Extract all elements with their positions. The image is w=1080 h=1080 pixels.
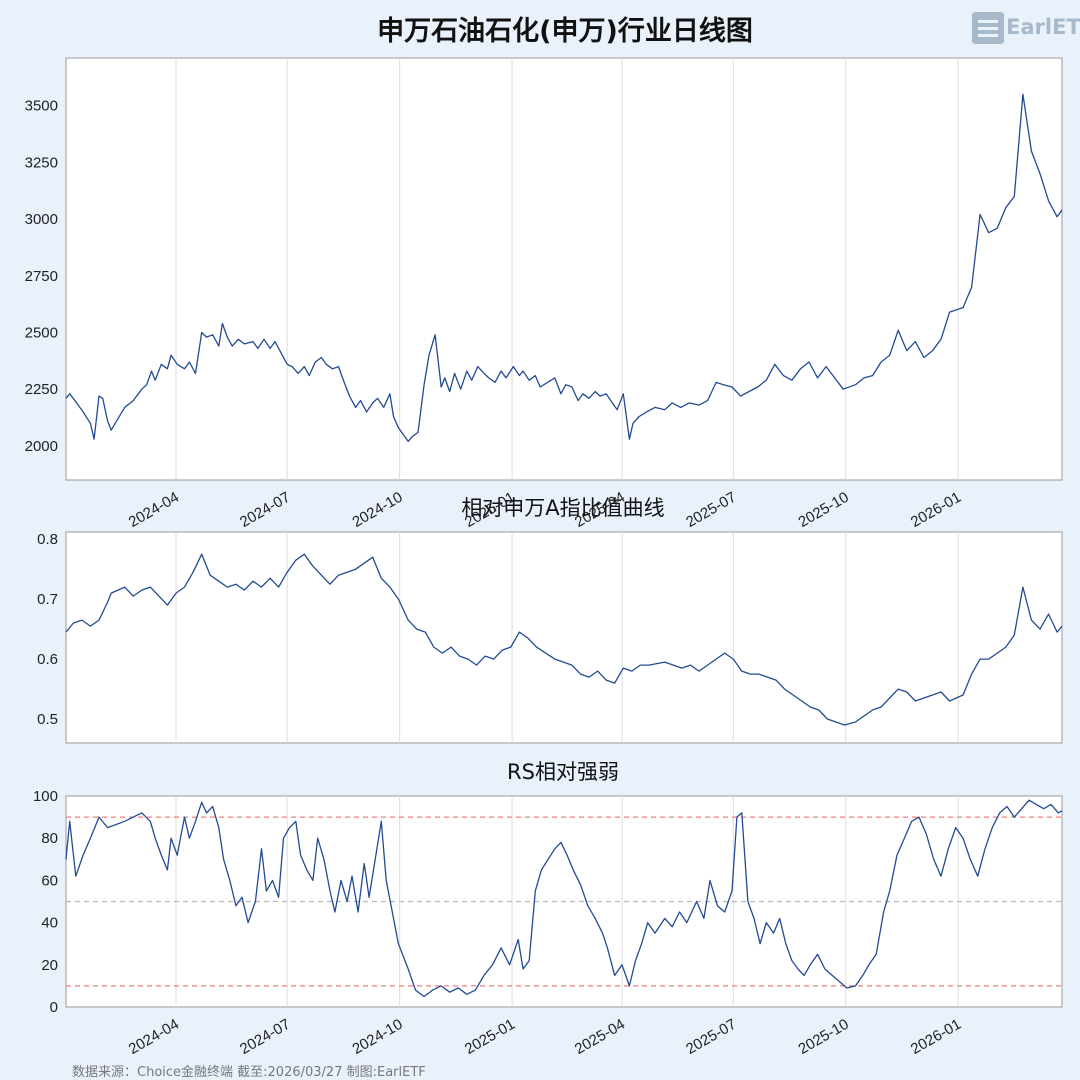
ratio-chart-title: 相对申万A指比值曲线 — [461, 496, 664, 520]
ratio-y-tick-label: 0.5 — [37, 711, 58, 728]
x-tick-label: 2026-01 — [908, 1016, 964, 1058]
ratio-plot-area — [65, 531, 1063, 744]
reference-lines — [66, 816, 1062, 987]
y-tick-labels: 2000 2250 2500 2750 3000 3250 3500 0.5 0.6 0.7 0.8… — [25, 98, 58, 1016]
x-tick-label: 2024-10 — [349, 489, 405, 531]
price-series-line — [65, 93, 1063, 443]
price-y-tick-label: 3000 — [25, 211, 58, 228]
x-tick-label: 2025-07 — [683, 489, 739, 531]
x-tick-label: 2024-04 — [126, 489, 182, 531]
chart-title: 申万石油石化(申万)行业日线图 — [377, 15, 753, 47]
x-tick-label: 2024-07 — [237, 1016, 293, 1058]
rs-chart-title: RS相对强弱 — [507, 760, 619, 784]
x-tick-label: 2025-10 — [796, 1016, 852, 1058]
footer-source: 数据来源：Choice金融终端 截至:2026/03/27 制图:EarlETF — [72, 1064, 426, 1080]
x-tick-label: 2024-04 — [126, 1016, 182, 1058]
series-layer — [65, 93, 1063, 998]
rs-series-line — [65, 799, 1063, 998]
x-tick-label: 2025-10 — [796, 489, 852, 531]
price-y-tick-label: 3250 — [25, 154, 58, 171]
rs-y-tick-label: 100 — [33, 788, 58, 805]
price-y-tick-label: 2250 — [25, 381, 58, 398]
ratio-y-tick-label: 0.7 — [37, 591, 58, 608]
grid-lines — [175, 58, 959, 1007]
x-tick-label: 2026-01 — [908, 489, 964, 531]
price-plot-area — [65, 57, 1063, 481]
rs-y-tick-label: 0 — [50, 999, 58, 1016]
x-tick-label: 2024-10 — [349, 1016, 405, 1058]
rs-y-tick-label: 40 — [41, 915, 58, 932]
x-tick-label: 2025-01 — [462, 1016, 518, 1058]
ratio-y-tick-label: 0.6 — [37, 651, 58, 668]
rs-y-tick-label: 20 — [41, 957, 58, 974]
x-tick-label: 2024-07 — [237, 489, 293, 531]
rs-y-tick-label: 60 — [41, 872, 58, 889]
ratio-series-line — [65, 553, 1063, 726]
price-y-tick-label: 2000 — [25, 438, 58, 455]
logo-text: EarlETF — [1006, 15, 1080, 39]
price-y-tick-label: 2500 — [25, 325, 58, 342]
price-y-tick-label: 2750 — [25, 268, 58, 285]
rs-y-tick-label: 80 — [41, 830, 58, 847]
x-tick-label: 2025-04 — [572, 1016, 628, 1058]
x-tick-label: 2025-07 — [683, 1016, 739, 1058]
ratio-y-tick-label: 0.8 — [37, 531, 58, 548]
earletf-logo: EarlETF — [972, 12, 1080, 44]
price-y-tick-label: 3500 — [25, 98, 58, 115]
